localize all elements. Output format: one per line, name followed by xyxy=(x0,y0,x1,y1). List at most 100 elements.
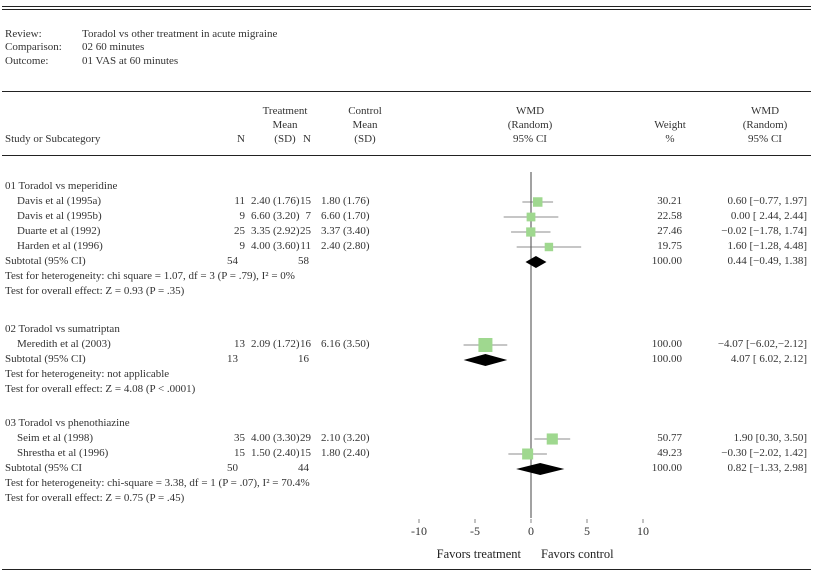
x-tick-label: 10 xyxy=(637,524,649,538)
group-title: 01 Toradol vs meperidine xyxy=(5,180,118,192)
review-value: Toradol vs other treatment in acute migr… xyxy=(82,28,278,40)
study-weight: 27.46 xyxy=(657,225,682,237)
header-n-treatment: N xyxy=(237,133,245,145)
heterogeneity-test: Test for heterogeneity: chi square = 1.0… xyxy=(5,270,295,282)
study-marker xyxy=(532,197,543,207)
x-tick-label: -10 xyxy=(411,524,427,538)
subtotal-weight: 100.00 xyxy=(651,462,682,474)
study-name: Harden et al (1996) xyxy=(17,240,103,252)
x-tick-label: 0 xyxy=(528,524,534,538)
subtotal-wmd: 4.07 [ 6.02, 2.12] xyxy=(730,353,807,365)
group-title: 02 Toradol vs sumatriptan xyxy=(5,323,120,335)
favors-treatment-label: Favors treatment xyxy=(437,547,522,561)
header-wmd-2: (Random) xyxy=(742,119,788,131)
subtotal-control-n: 44 xyxy=(298,462,309,474)
study-marker xyxy=(522,448,534,460)
subtotal-treatment-n: 54 xyxy=(227,255,238,267)
study-name: Shrestha et al (1996) xyxy=(17,447,109,459)
subtotal-wmd: 0.44 [−0.49, 1.38] xyxy=(727,255,807,267)
study-name: Meredith et al (2003) xyxy=(17,338,111,350)
subtotal-label: Subtotal (95% CI) xyxy=(5,255,86,267)
header-wmd-1: WMD xyxy=(750,105,780,117)
subtotal-diamond xyxy=(516,463,565,475)
header-control-2: Mean xyxy=(352,119,378,131)
subtotal-weight: 100.00 xyxy=(651,353,682,365)
subtotal-label: Subtotal (95% CI) xyxy=(5,353,86,365)
header-weight-2: % xyxy=(665,133,675,145)
control-mean-sd: 6.60 (1.70) xyxy=(321,210,370,222)
outcome-value: 01 VAS at 60 minutes xyxy=(82,55,179,67)
overall-effect-test: Test for overall effect: Z = 4.08 (P < .… xyxy=(5,383,196,395)
study-name: Davis et al (1995a) xyxy=(17,195,101,207)
study-wmd: −0.02 [−1.78, 1.74] xyxy=(721,225,807,237)
subtotal-treatment-n: 13 xyxy=(227,353,238,365)
study-weight: 49.23 xyxy=(657,447,682,459)
subtotal-diamond xyxy=(463,354,508,366)
subtotal-diamond xyxy=(525,256,547,268)
heterogeneity-test: Test for heterogeneity: chi-square = 3.3… xyxy=(5,477,310,489)
header-control-1: Control xyxy=(348,105,382,117)
header-bottom-rule xyxy=(2,155,811,156)
header-control-3: (SD) xyxy=(354,133,376,145)
header-n-control: N xyxy=(303,133,311,145)
control-n: 7 xyxy=(305,210,312,222)
study-weight: 30.21 xyxy=(657,195,682,207)
header-treatment-2: Mean xyxy=(272,119,298,131)
study-wmd: −0.30 [−2.02, 1.42] xyxy=(721,447,807,459)
group-title: 03 Toradol vs phenothiazine xyxy=(5,417,130,429)
header-plot-1: WMD xyxy=(515,105,545,117)
comparison-label: Comparison: xyxy=(5,41,62,53)
treatment-n: 35 xyxy=(234,432,245,444)
subtotal-weight: 100.00 xyxy=(651,255,682,267)
study-weight: 50.77 xyxy=(657,432,682,444)
header-study: Study or Subcategory xyxy=(5,133,101,145)
control-n: 15 xyxy=(300,195,311,207)
study-marker xyxy=(526,227,536,237)
treatment-n: 25 xyxy=(234,225,245,237)
treatment-n: 13 xyxy=(234,338,245,350)
control-mean-sd: 6.16 (3.50) xyxy=(321,338,370,350)
favors-control-label: Favors control xyxy=(541,547,614,561)
review-label: Review: xyxy=(5,28,42,40)
control-mean-sd: 2.10 (3.20) xyxy=(321,432,370,444)
x-tick-label: 5 xyxy=(584,524,590,538)
study-marker xyxy=(478,338,493,352)
treatment-mean-sd: 3.35 (2.92) xyxy=(251,225,300,237)
outcome-label: Outcome: xyxy=(5,55,49,67)
study-weight: 19.75 xyxy=(657,240,682,252)
subtotal-wmd: 0.82 [−1.33, 2.98] xyxy=(727,462,807,474)
overall-effect-test: Test for overall effect: Z = 0.93 (P = .… xyxy=(5,285,185,297)
comparison-value: 02 60 minutes xyxy=(82,41,145,53)
study-wmd: 0.60 [−0.77, 1.97] xyxy=(727,195,807,207)
treatment-n: 9 xyxy=(239,240,246,252)
study-marker xyxy=(546,433,558,445)
top-rule-2 xyxy=(2,9,811,10)
control-mean-sd: 1.80 (2.40) xyxy=(321,447,370,459)
study-wmd: 0.00 [ 2.44, 2.44] xyxy=(730,210,807,222)
bottom-rule xyxy=(2,569,811,570)
control-n: 15 xyxy=(300,447,311,459)
x-tick-label: -5 xyxy=(470,524,480,538)
treatment-mean-sd: 2.09 (1.72) xyxy=(251,338,300,350)
header-wmd-3: 95% CI xyxy=(748,133,782,145)
subtotal-control-n: 16 xyxy=(298,353,309,365)
treatment-n: 9 xyxy=(239,210,246,222)
treatment-mean-sd: 4.00 (3.30) xyxy=(251,432,300,444)
header-plot-3: 95% CI xyxy=(513,133,547,145)
overall-effect-test: Test for overall effect: Z = 0.75 (P = .… xyxy=(5,492,185,504)
treatment-mean-sd: 2.40 (1.76) xyxy=(251,195,300,207)
study-name: Seim et al (1998) xyxy=(17,432,94,444)
study-wmd: 1.90 [0.30, 3.50] xyxy=(733,432,807,444)
study-wmd: 1.60 [−1.28, 4.48] xyxy=(727,240,807,252)
control-n: 16 xyxy=(300,338,311,350)
treatment-n: 15 xyxy=(234,447,245,459)
top-rule xyxy=(2,6,811,7)
treatment-mean-sd: 4.00 (3.60) xyxy=(251,240,300,252)
header-treatment-1: Treatment xyxy=(262,105,308,117)
study-marker xyxy=(526,212,536,222)
control-n: 25 xyxy=(300,225,311,237)
treatment-mean-sd: 1.50 (2.40) xyxy=(251,447,300,459)
control-n: 29 xyxy=(300,432,311,444)
